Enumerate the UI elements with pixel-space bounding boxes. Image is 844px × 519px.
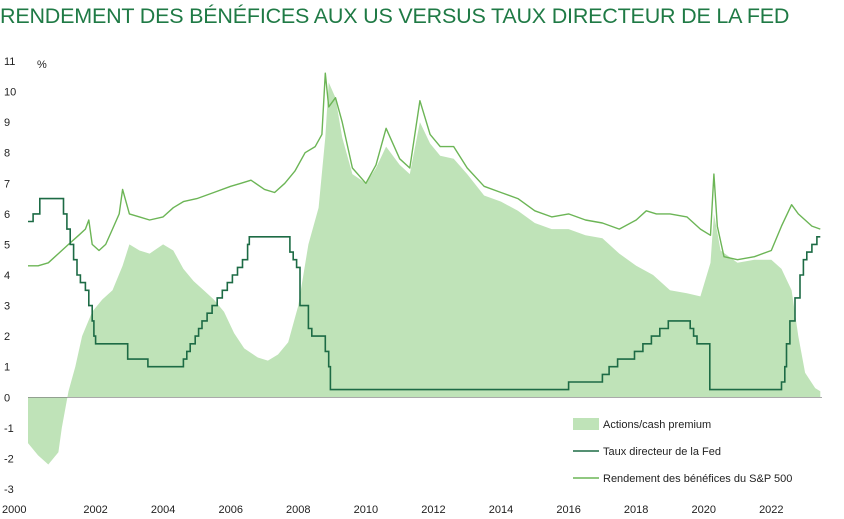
x-tick-label: 2010 bbox=[354, 504, 378, 516]
chart-title: RENDEMENT DES BÉNÉFICES AUX US VERSUS TA… bbox=[0, 4, 790, 28]
y-tick-label: 9 bbox=[4, 117, 10, 129]
y-tick-label: 0 bbox=[4, 392, 10, 404]
y-tick-label: 2 bbox=[4, 331, 10, 343]
y-tick-label: 11 bbox=[4, 56, 15, 68]
y-tick-label: -2 bbox=[4, 453, 14, 465]
legend-swatch-premium bbox=[573, 418, 599, 430]
x-tick-label: 2018 bbox=[624, 504, 648, 516]
x-tick-label: 2000 bbox=[2, 504, 26, 516]
x-tick-label: 2022 bbox=[759, 504, 783, 516]
y-tick-label: -3 bbox=[4, 484, 14, 496]
x-tick-label: 2006 bbox=[218, 504, 242, 516]
x-axis-ticks: 2000 2002 2004 2006 2008 2010 2012 2014 2016 2018… bbox=[2, 504, 784, 516]
x-tick-label: 2012 bbox=[421, 504, 445, 516]
y-tick-label: 1 bbox=[4, 362, 10, 374]
y-tick-label: 5 bbox=[4, 239, 10, 251]
legend-label: Taux directeur de la Fed bbox=[603, 446, 721, 458]
premium-area-layer bbox=[28, 82, 821, 465]
chart-legend: Actions/cash premium Taux directeur de la… bbox=[573, 418, 792, 485]
y-tick-label: 4 bbox=[4, 270, 10, 282]
x-tick-label: 2008 bbox=[286, 504, 310, 516]
x-tick-label: 2020 bbox=[692, 504, 716, 516]
x-tick-label: 2016 bbox=[556, 504, 580, 516]
y-tick-label: 3 bbox=[4, 301, 10, 313]
y-tick-label: 8 bbox=[4, 148, 10, 160]
x-tick-label: 2004 bbox=[151, 504, 175, 516]
line-series-layer bbox=[28, 72, 821, 391]
y-tick-label: -1 bbox=[4, 423, 14, 435]
y-tick-label: 7 bbox=[4, 178, 10, 190]
y-tick-label: 10 bbox=[4, 87, 16, 99]
earnings-yield-line bbox=[28, 72, 821, 267]
fed-rate-line bbox=[28, 197, 821, 391]
y-axis-unit-label: % bbox=[37, 59, 47, 71]
legend-label: Rendement des bénéfices du S&P 500 bbox=[603, 473, 792, 485]
premium-area bbox=[28, 82, 821, 465]
x-tick-label: 2002 bbox=[83, 504, 107, 516]
x-tick-label: 2014 bbox=[489, 504, 513, 516]
y-tick-label: 6 bbox=[4, 209, 10, 221]
legend-label: Actions/cash premium bbox=[603, 419, 711, 431]
